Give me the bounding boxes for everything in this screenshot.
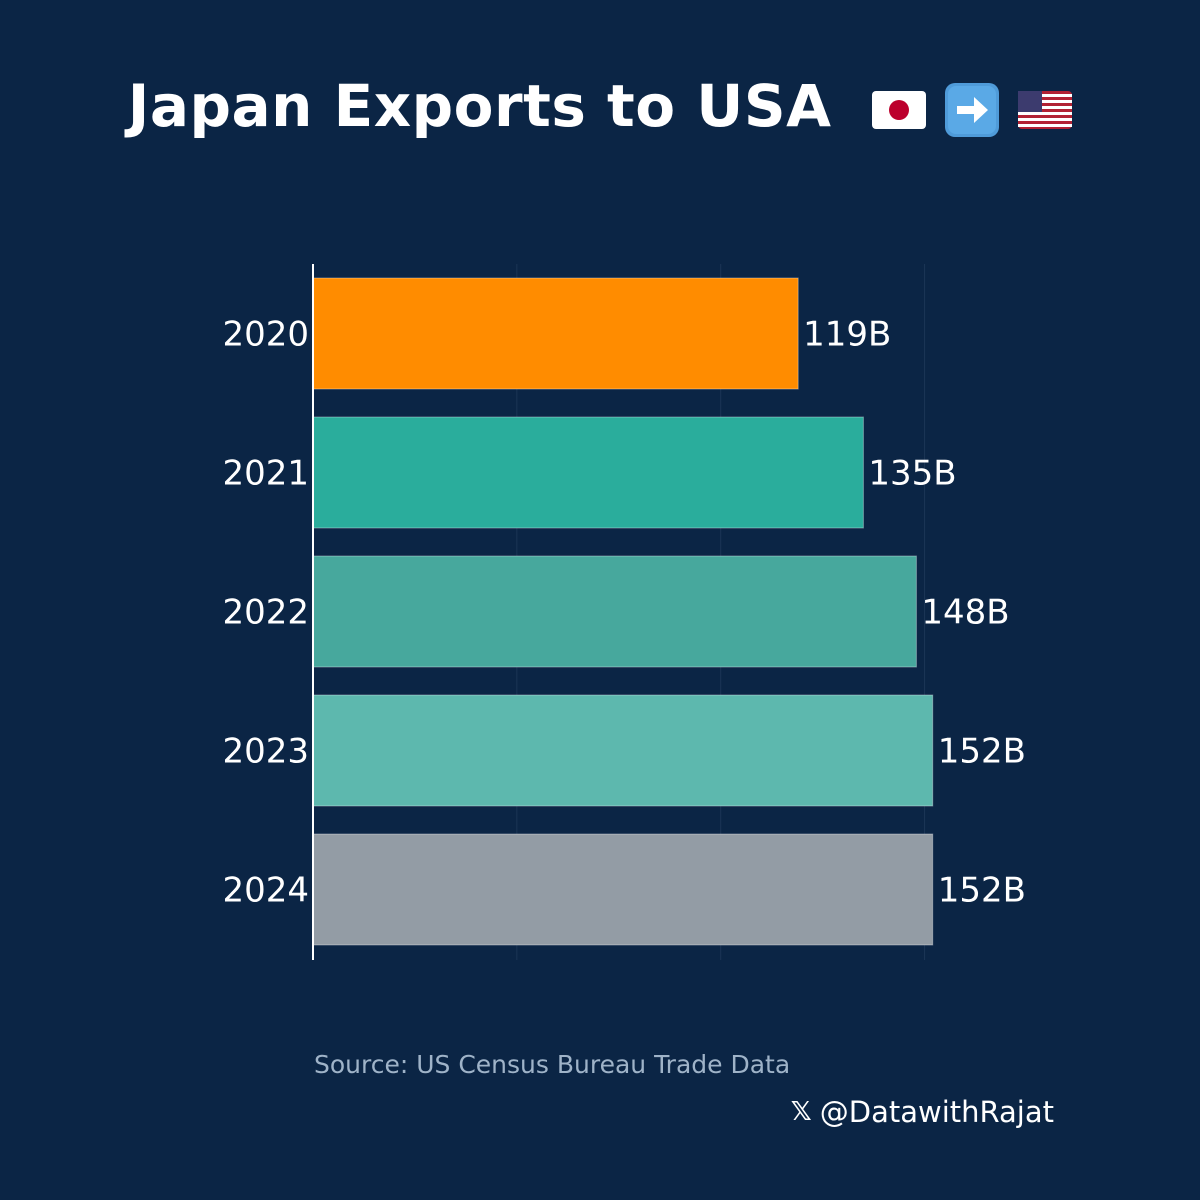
bar-2020: [312, 277, 799, 390]
data-label-2022: 148B: [921, 593, 1009, 633]
right-arrow-icon: [945, 82, 1000, 137]
bar-2021: [312, 416, 864, 529]
author-credit[interactable]: 𝕏 @DatawithRajat: [791, 1095, 1054, 1129]
y-tick-label-2020: 2020: [222, 315, 309, 355]
bar-2024: [312, 833, 934, 946]
y-tick-label-2022: 2022: [222, 593, 309, 633]
title-icons: [872, 82, 1073, 138]
data-label-2024: 152B: [938, 871, 1026, 911]
bar-2023: [312, 694, 934, 807]
data-label-2023: 152B: [938, 732, 1026, 772]
y-tick-label-2023: 2023: [222, 732, 309, 772]
author-handle: @DatawithRajat: [819, 1095, 1054, 1129]
japan-flag-icon: [872, 90, 927, 129]
data-label-2020: 119B: [803, 315, 891, 355]
bar-2022: [312, 555, 917, 668]
y-tick-label-2024: 2024: [222, 871, 309, 911]
chart-title-text: Japan Exports to USA: [127, 72, 832, 140]
chart-title: Japan Exports to USA: [0, 72, 1200, 140]
us-flag-icon: [1018, 90, 1073, 129]
source-note: Source: US Census Bureau Trade Data: [314, 1050, 791, 1079]
data-label-2021: 135B: [868, 454, 956, 494]
y-tick-label-2021: 2021: [222, 454, 309, 494]
x-logo-icon: 𝕏: [790, 1097, 812, 1127]
